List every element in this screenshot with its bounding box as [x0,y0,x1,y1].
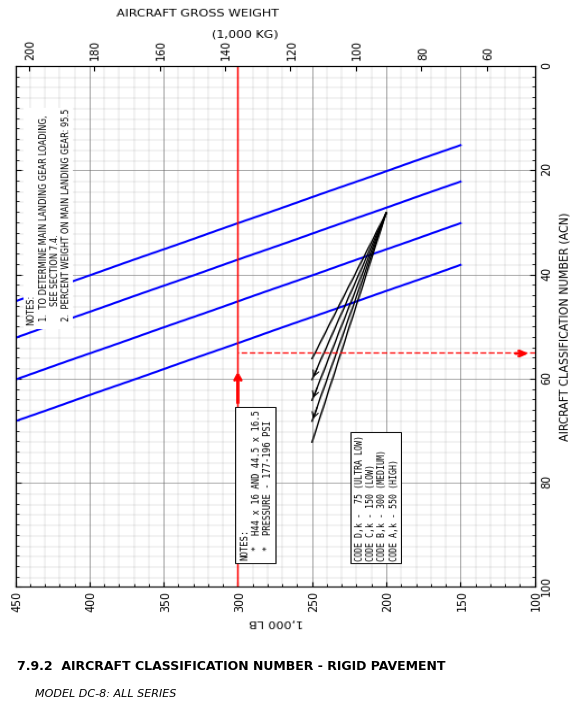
Text: MODEL DC-8: ALL SERIES: MODEL DC-8: ALL SERIES [35,689,176,699]
Text: 7.9.2  AIRCRAFT CLASSIFICATION NUMBER - RIGID PAVEMENT: 7.9.2 AIRCRAFT CLASSIFICATION NUMBER - R… [17,660,446,673]
